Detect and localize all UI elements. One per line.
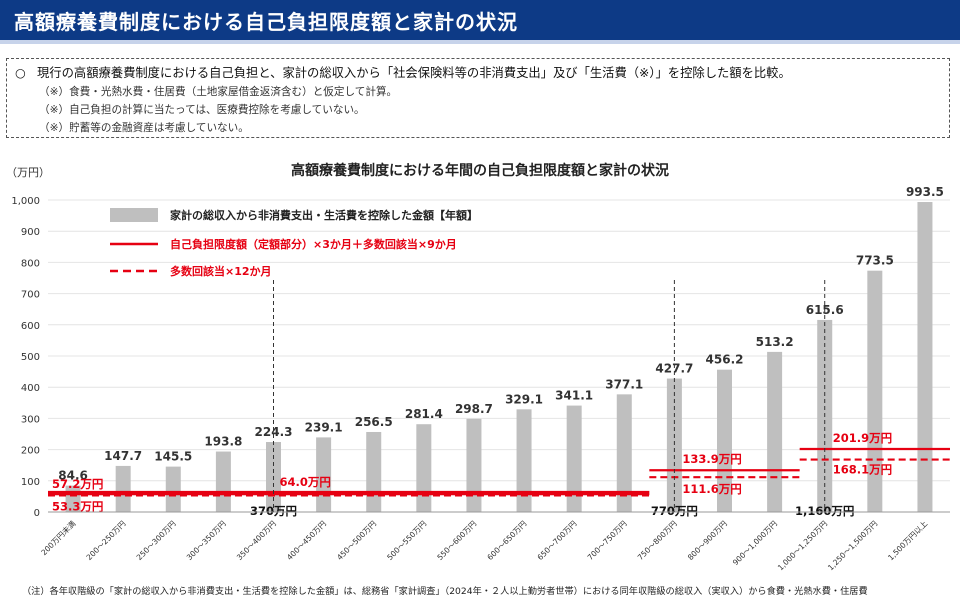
bar [566,405,582,512]
page-title: 高額療養費制度における自己負担限度額と家計の状況 [14,9,518,34]
burden-chart: 高額療養費制度における年間の自己負担限度額と家計の状況 （万円） 0 100 200 30… [6,162,950,572]
y-tick-label: 300 [21,414,40,425]
y-tick-label: 100 [21,477,40,488]
x-tick-label: 350〜400万円 [235,519,278,562]
bar-value-label: 281.4 [405,407,443,421]
x-tick-label: 200〜250万円 [85,519,128,562]
dashed-line-label: 53.3万円 [52,499,103,513]
solid-line-label: 133.9万円 [682,452,741,466]
bar [215,451,231,512]
bar [165,466,181,512]
main-note: ○ 現行の高額療養費制度における自己負担と、家計の総収入から「社会保険料等の非消費… [15,63,941,81]
y-axis-unit: （万円） [6,166,50,179]
legend-label: 自己負担限度額（定額部分）×3か月＋多数回該当×9か月 [170,237,457,251]
bar [666,378,682,512]
bar-value-label: 993.5 [906,185,944,199]
x-tick-label: 1,000〜1,250万円 [776,519,829,572]
bar-value-label: 224.3 [255,425,293,439]
bar-value-label: 773.5 [856,254,894,268]
bar [767,351,783,512]
bar-value-label: 341.1 [555,389,593,403]
legend-label: 多数回該当×12か月 [170,264,272,278]
legend-label: 家計の総収入から非消費支出・生活費を控除した金額【年額】 [170,208,478,222]
solid-line-label: 64.0万円 [280,475,331,489]
circle-bullet-icon: ○ [15,66,26,80]
bar [466,418,482,512]
y-tick-label: 700 [21,290,40,301]
bar [416,424,432,512]
page-header: 高額療養費制度における自己負担限度額と家計の状況 [0,0,960,44]
bar-value-label: 456.2 [706,353,744,367]
bar [867,270,883,512]
y-tick-label: 1,000 [11,196,40,207]
sub-note: （※）食費・光熱水費・住居費（土地家屋借金返済含む）と仮定して計算。 [39,86,398,98]
x-tick-label: 300〜350万円 [185,519,228,562]
bar [917,202,933,512]
bar-value-label: 329.1 [505,392,543,406]
x-tick-label: 500〜550万円 [385,519,428,562]
y-tick-label: 500 [21,352,40,363]
x-tick-label: 1,500万円以上 [886,519,930,563]
dashed-line-label: 168.1万円 [833,463,892,477]
bar [366,431,382,512]
bar [115,465,131,512]
x-tick-label: 900〜1,000万円 [731,519,779,567]
sub-note: （※）貯蓄等の金融資産は考慮していない。 [39,122,249,134]
y-tick-label: 600 [21,321,40,332]
threshold-label: 770万円 [651,504,698,518]
notes-box: ○ 現行の高額療養費制度における自己負担と、家計の総収入から「社会保険料等の非消費… [6,58,950,138]
bar-value-label: 427.7 [655,362,693,376]
solid-line-label: 201.9万円 [833,431,892,445]
bar [516,409,532,512]
dashed-line-label: 111.6万円 [682,482,741,496]
x-tick-label: 650〜700万円 [536,519,579,562]
bar-value-label: 147.7 [104,449,142,463]
bar-value-label: 239.1 [305,420,343,434]
y-tick-label: 900 [21,227,40,238]
chart-title: 高額療養費制度における年間の自己負担限度額と家計の状況 [291,162,669,179]
x-tick-label: 550〜600万円 [435,519,478,562]
bar-value-label: 298.7 [455,402,493,416]
bar-value-label: 193.8 [204,435,242,449]
threshold-label: 1,160万円 [795,504,854,518]
bar [616,394,632,512]
x-tick-label: 200万円未満 [39,518,78,557]
main-note-text: 現行の高額療養費制度における自己負担と、家計の総収入から「社会保険料等の非消費支… [37,66,791,80]
x-tick-label: 600〜650万円 [485,519,528,562]
x-tick-label: 450〜500万円 [335,519,378,562]
y-tick-label: 400 [21,383,40,394]
bar-value-label: 84.6 [58,469,88,483]
x-tick-label: 800〜900万円 [686,519,729,562]
sub-note: （※）自己負担の計算に当たっては、医療費控除を考慮していない。 [39,104,365,116]
bar-value-label: 256.5 [355,415,393,429]
x-tick-label: 400〜450万円 [285,519,328,562]
threshold-label: 370万円 [250,504,297,518]
header-underline [0,40,960,44]
footnote: （注）各年収階級の「家計の総収入から非消費支出・生活費を控除した金額」は、総務省… [22,586,868,597]
x-tick-label: 750〜800万円 [636,519,679,562]
bar-value-label: 513.2 [756,335,794,349]
bar-value-label: 145.5 [154,450,192,464]
y-tick-label: 200 [21,446,40,457]
x-tick-label: 1,250〜1,500万円 [826,519,879,572]
y-tick-label: 0 [34,508,40,519]
x-tick-label: 700〜750万円 [586,519,629,562]
bar-value-label: 377.1 [605,377,643,391]
solid-line-label: 57.2万円 [52,477,103,491]
legend-bar-swatch [110,208,158,222]
y-tick-label: 800 [21,258,40,269]
x-tick-label: 250〜300万円 [135,519,178,562]
